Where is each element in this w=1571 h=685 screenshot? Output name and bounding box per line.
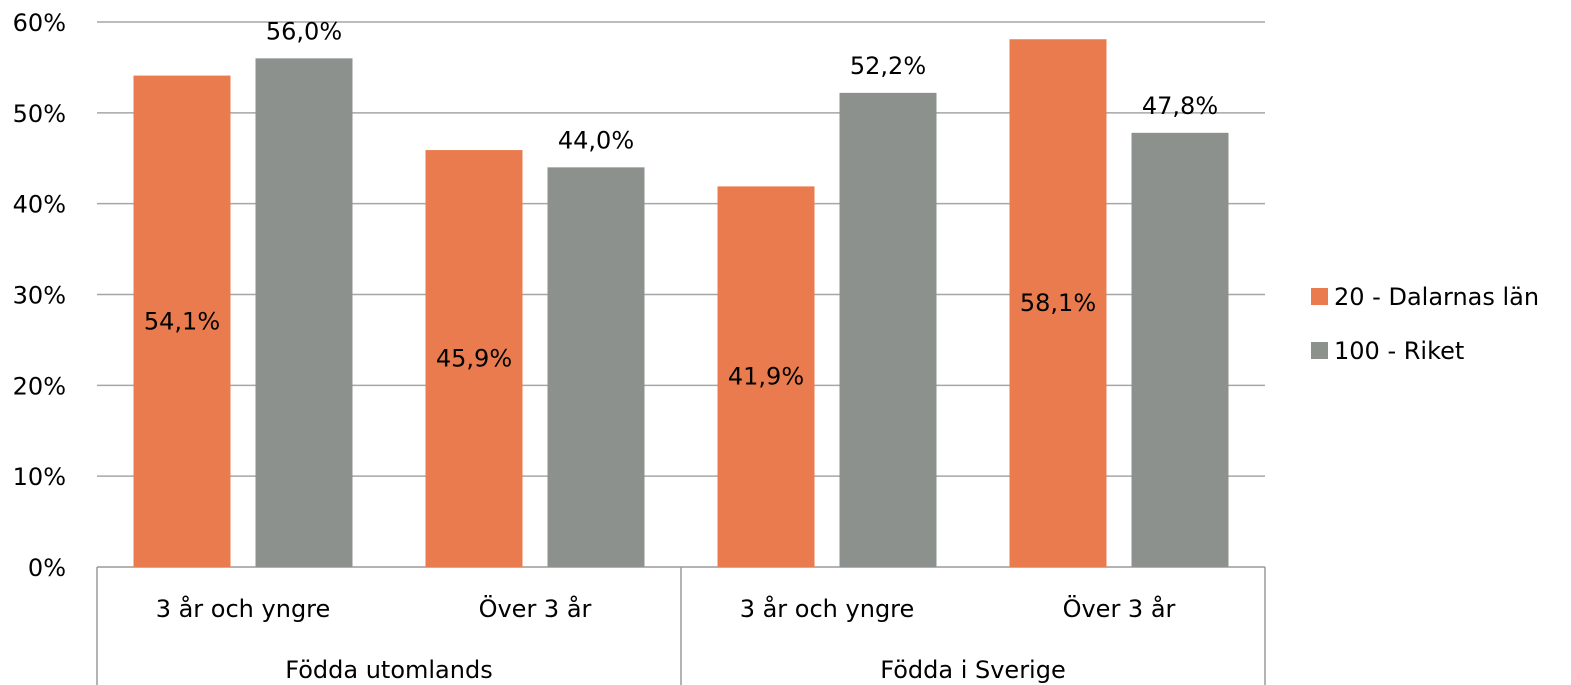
bar-riket: [839, 92, 937, 567]
data-label: 54,1%: [144, 307, 220, 335]
y-tick-label: 30%: [13, 282, 66, 310]
data-label: 45,9%: [436, 345, 512, 373]
x-category-label: 3 år och yngre: [740, 594, 915, 623]
y-tick-label: 50%: [13, 100, 66, 128]
data-label: 44,0%: [558, 126, 634, 154]
y-tick-label: 60%: [13, 9, 66, 37]
legend-label: 20 - Dalarnas län: [1334, 283, 1539, 311]
data-label: 52,2%: [850, 52, 926, 80]
data-label: 47,8%: [1142, 92, 1218, 120]
y-tick-label: 0%: [28, 554, 66, 582]
y-tick-label: 40%: [13, 191, 66, 219]
data-labels: 54,1% 56,0% 45,9% 44,0% 41,9% 52,2% 58,1% 47,8%: [144, 17, 1218, 390]
bar-dalarnas-lan: [717, 186, 815, 568]
y-tick-label: 20%: [13, 372, 66, 400]
x-category-label: Över 3 år: [1063, 594, 1176, 623]
legend-swatch: [1311, 342, 1328, 359]
bar-dalarnas-lan: [133, 75, 231, 567]
y-axis-ticks: 0% 10% 20% 30% 40% 50% 60%: [13, 9, 66, 582]
bar-riket: [547, 167, 645, 568]
legend-label: 100 - Riket: [1334, 337, 1464, 365]
x-group-label: Födda utomlands: [285, 656, 492, 684]
bar-riket: [1131, 132, 1229, 568]
x-axis: 3 år och yngre Över 3 år Födda utomlands 3 …: [96, 567, 1266, 685]
bars: [133, 39, 1229, 568]
data-label: 58,1%: [1020, 289, 1096, 317]
legend-swatch: [1311, 288, 1328, 305]
data-label: 56,0%: [266, 17, 342, 45]
bar-dalarnas-lan: [1009, 39, 1107, 567]
x-category-label: 3 år och yngre: [156, 594, 331, 623]
bar-riket: [255, 58, 353, 567]
bar-dalarnas-lan: [425, 150, 523, 567]
x-category-label: Över 3 år: [479, 594, 592, 623]
x-group-label: Födda i Sverige: [880, 656, 1065, 684]
data-label: 41,9%: [728, 363, 804, 391]
y-tick-label: 10%: [13, 463, 66, 491]
legend: 20 - Dalarnas län 100 - Riket: [1311, 283, 1539, 365]
